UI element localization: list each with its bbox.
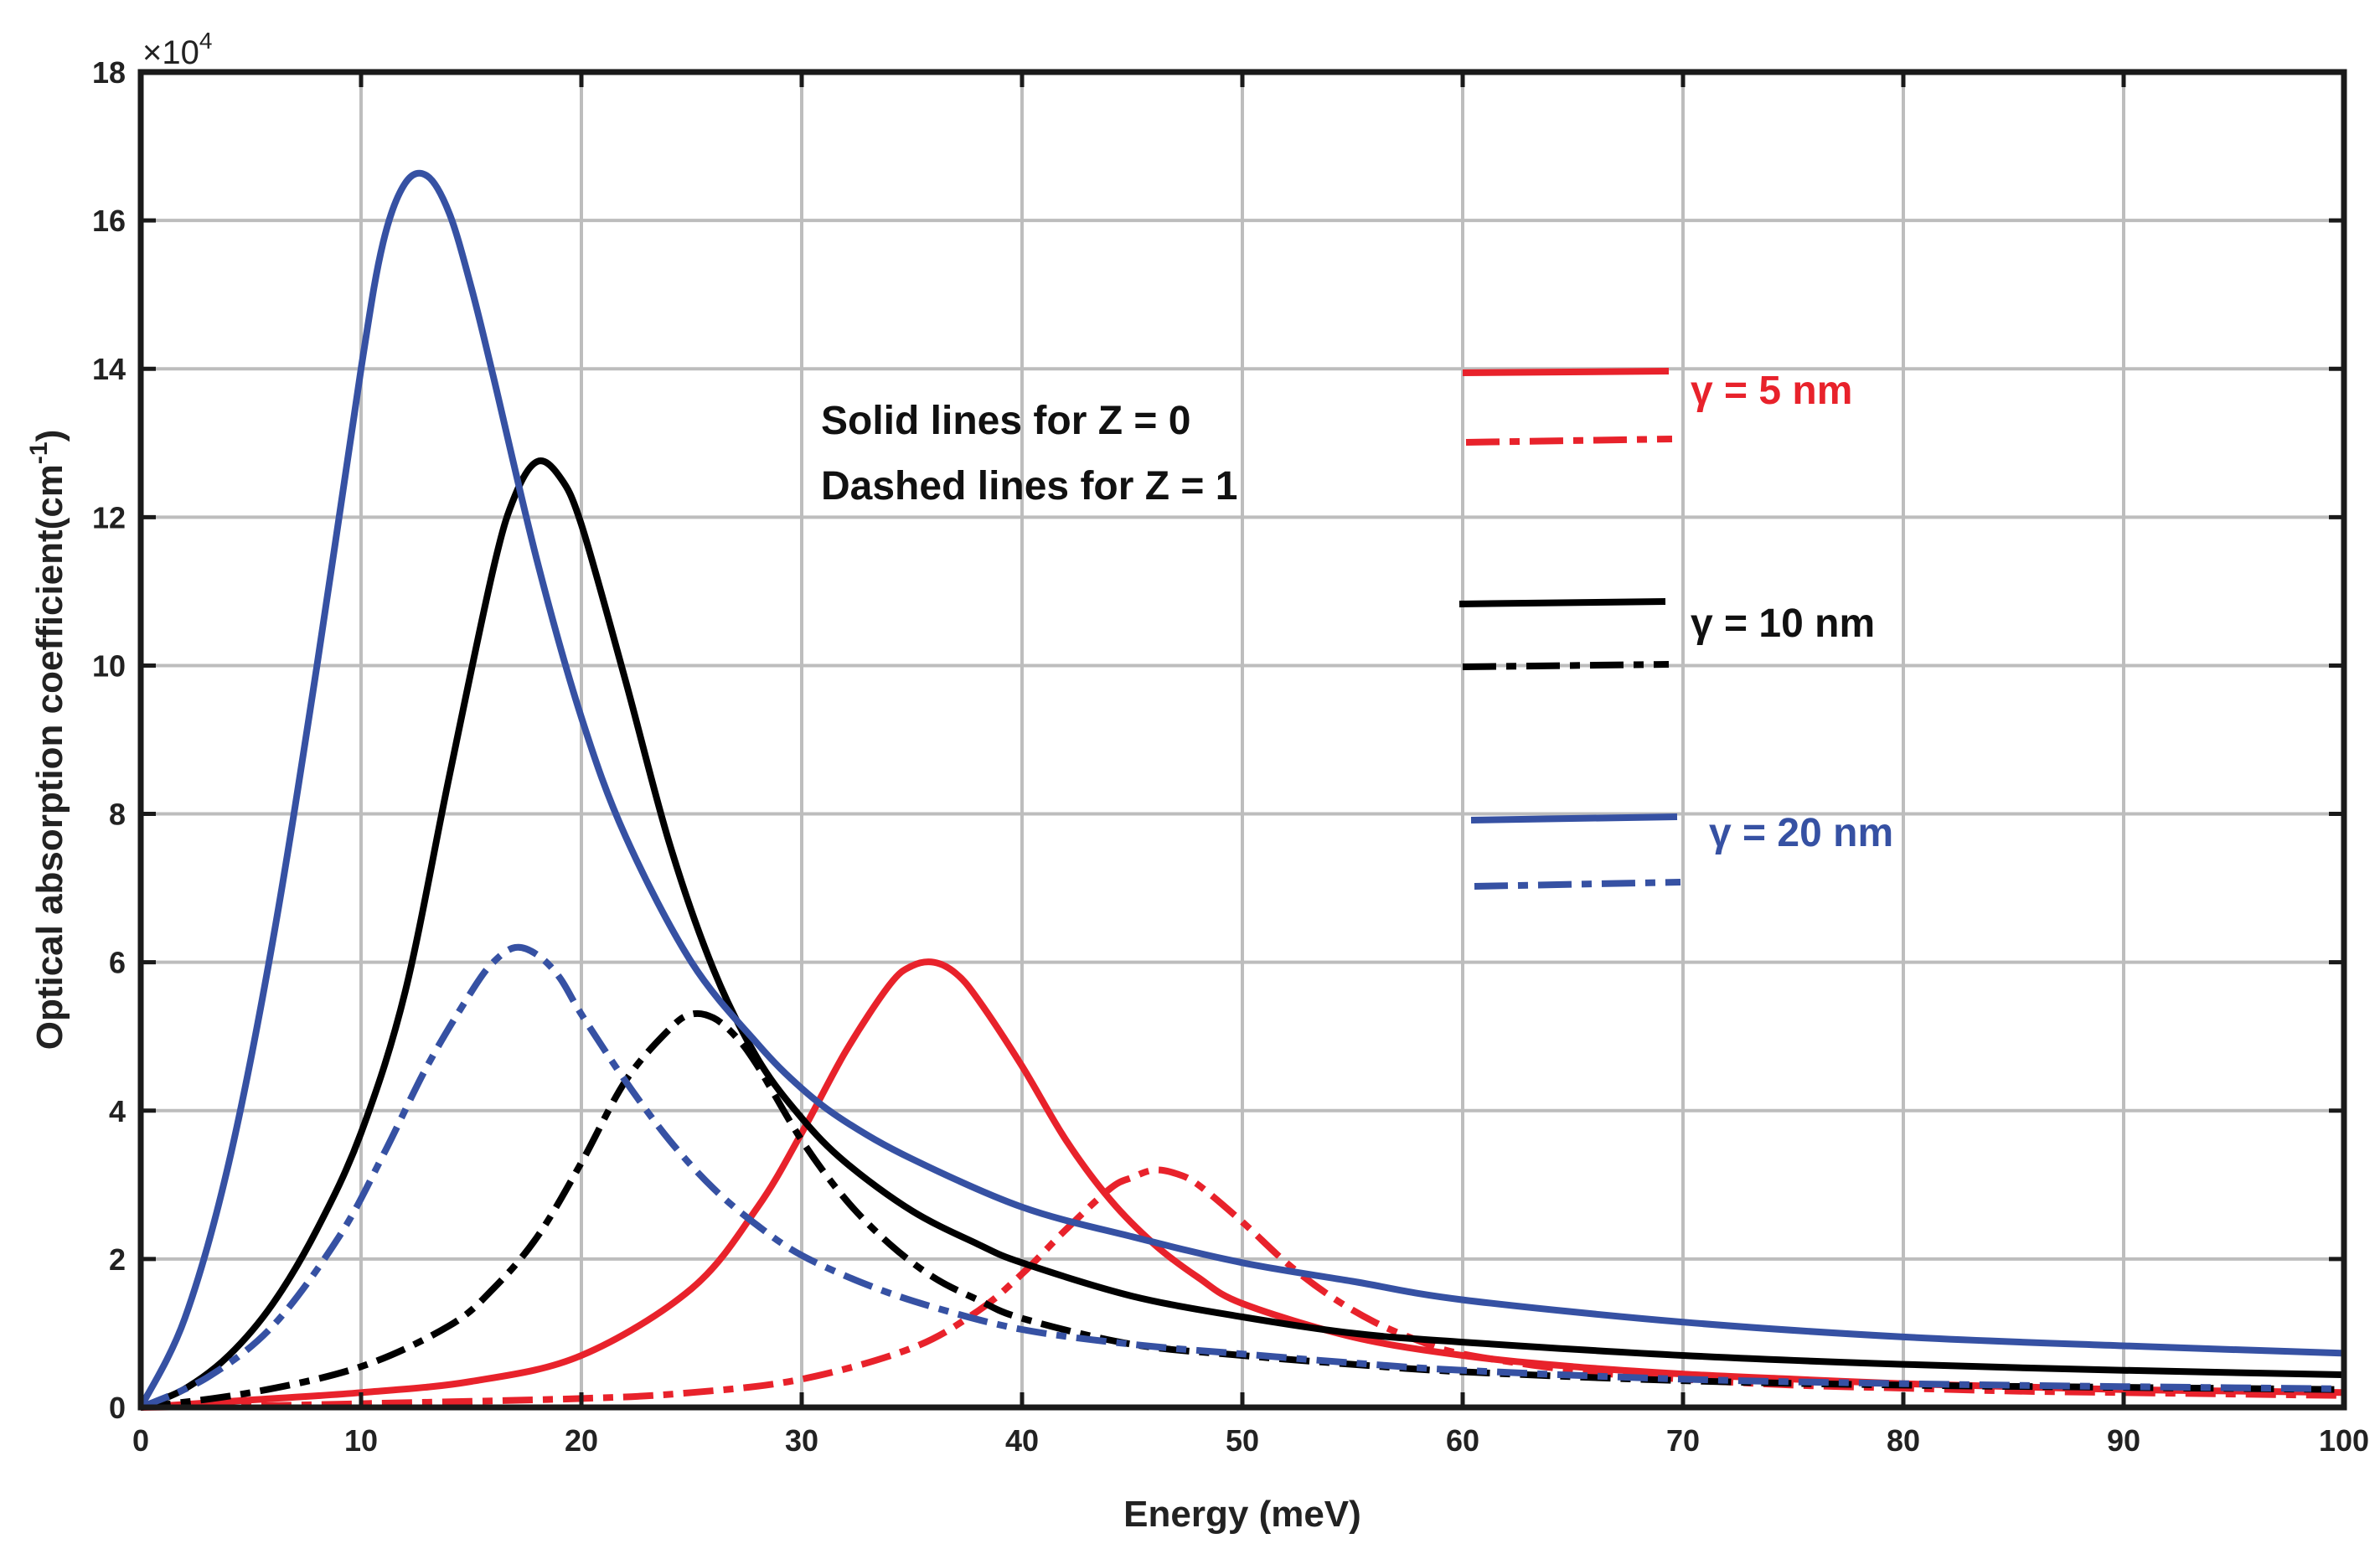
x-axis-label: Energy (meV) <box>1123 1494 1361 1535</box>
y-tick-label-4: 4 <box>109 1094 126 1128</box>
x-tick-label-40: 40 <box>1005 1423 1039 1458</box>
y-tick-label-6: 6 <box>109 946 126 980</box>
x-tick-label-70: 70 <box>1666 1423 1700 1458</box>
x-tick-label-30: 30 <box>785 1423 818 1458</box>
y-tick-label-8: 8 <box>109 798 126 832</box>
y-tick-label-18: 18 <box>92 55 126 90</box>
y-axis-multiplier: ×104 <box>142 28 212 71</box>
x-tick-label-80: 80 <box>1887 1423 1920 1458</box>
legend-line-gamma-5-dashed <box>1465 436 1673 446</box>
series-line-4-gamma-20-nm-z-0-solid <box>137 169 2345 1409</box>
y-axis-label: Optical absorption coefficient(cm-1) <box>25 430 70 1051</box>
x-tick-label-90: 90 <box>2107 1423 2140 1458</box>
y-axis-ticks: 0 2 4 6 8 10 12 14 16 18 <box>92 55 2344 1425</box>
legend: γ = 5 nm γ = 10 nm γ = 20 nm <box>1458 368 1893 890</box>
series-line-2-gamma-10-nm-z-0-solid <box>139 457 2345 1411</box>
series-line-0-gamma-5-nm-z-0-solid <box>140 958 2345 1411</box>
legend-line-gamma-5-solid <box>1462 368 1670 376</box>
legend-line-gamma-20-solid <box>1470 813 1678 823</box>
plot-lines <box>137 169 2345 1411</box>
y-axis-label-close: ) <box>29 430 70 442</box>
legend-label-gamma-5: γ = 5 nm <box>1691 369 1852 413</box>
x-tick-label-10: 10 <box>344 1423 378 1458</box>
x-tick-label-0: 0 <box>132 1423 149 1458</box>
x-tick-label-20: 20 <box>565 1423 598 1458</box>
legend-line-gamma-10-dashed <box>1462 661 1670 670</box>
annotation-solid-lines: Solid lines for Z = 0 <box>821 399 1190 443</box>
legend-line-gamma-10-solid <box>1458 598 1666 607</box>
x-tick-label-60: 60 <box>1446 1423 1479 1458</box>
y-multiplier-exponent: 4 <box>199 28 213 54</box>
x-tick-label-50: 50 <box>1226 1423 1259 1458</box>
y-multiplier-base: ×10 <box>142 34 199 71</box>
y-tick-label-0: 0 <box>109 1391 126 1425</box>
y-axis-label-superscript: -1 <box>25 441 53 464</box>
annotation-dashed-lines: Dashed lines for Z = 1 <box>821 464 1237 509</box>
y-tick-label-12: 12 <box>92 500 126 534</box>
x-axis-ticks: 0 10 20 30 40 50 60 70 80 90 100 <box>132 72 2369 1458</box>
y-tick-label-10: 10 <box>92 648 126 683</box>
y-axis-label-main: Optical absorption coefficient(cm <box>29 464 70 1050</box>
y-tick-label-16: 16 <box>92 204 126 238</box>
legend-label-gamma-20: γ = 20 nm <box>1709 811 1893 855</box>
y-tick-label-14: 14 <box>92 352 126 386</box>
x-tick-label-100: 100 <box>2319 1423 2369 1458</box>
y-tick-label-2: 2 <box>109 1242 126 1277</box>
grid <box>141 72 2344 1407</box>
legend-label-gamma-10: γ = 10 nm <box>1691 601 1875 646</box>
legend-line-gamma-20-dashed <box>1474 879 1681 890</box>
